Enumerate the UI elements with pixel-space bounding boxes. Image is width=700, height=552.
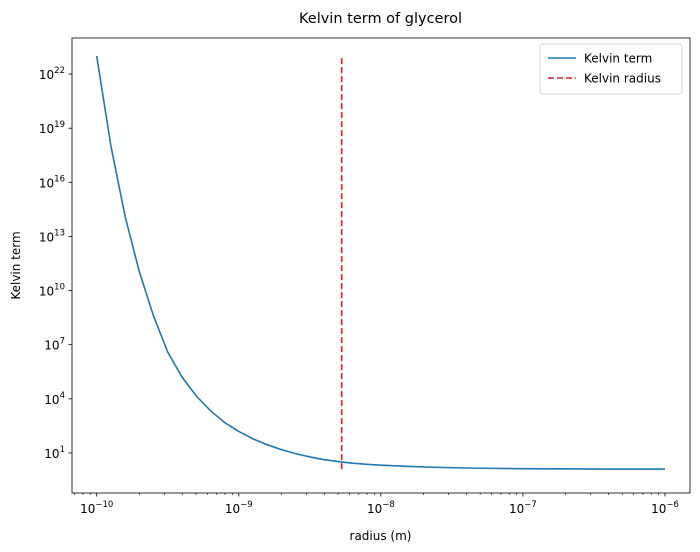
legend-box [539, 43, 683, 95]
y-tick-label: 1016 [39, 174, 65, 190]
plot-area: 10−10 10−9 10−8 10−7 10−61011041071010101310… [39, 37, 691, 516]
legend: Kelvin term Kelvin radius [539, 43, 683, 95]
x-tick-exponent: −10 [95, 500, 113, 510]
x-tick-base: 10 [225, 502, 240, 516]
y-tick-base: 10 [39, 285, 54, 299]
y-tick-base: 10 [44, 447, 59, 461]
y-tick-exponent: 13 [54, 228, 65, 238]
y-tick-base: 10 [44, 393, 59, 407]
y-tick-exponent: 10 [54, 283, 65, 293]
y-tick-base: 10 [44, 339, 59, 353]
x-tick-base: 10 [367, 502, 382, 516]
y-tick-label: 107 [44, 337, 65, 353]
y-tick-label: 101 [44, 445, 65, 461]
x-tick-exponent: −8 [382, 500, 395, 510]
y-tick-label: 104 [44, 391, 65, 407]
y-tick-exponent: 4 [60, 391, 65, 401]
y-tick-exponent: 1 [60, 445, 65, 455]
x-tick-base: 10 [80, 502, 95, 516]
series-line-0 [95, 55, 665, 470]
y-tick-label: 1022 [39, 66, 65, 82]
x-tick-label: 10−7 [509, 500, 537, 516]
y-tick-label: 1019 [39, 120, 65, 136]
y-tick-base: 10 [39, 68, 54, 82]
x-tick-base: 10 [509, 502, 524, 516]
x-tick-label: 10−6 [651, 500, 679, 516]
x-tick-exponent: −6 [666, 500, 679, 510]
y-tick-label: 1013 [39, 228, 65, 244]
x-tick-label: 10−10 [80, 500, 113, 516]
x-tick-base: 10 [651, 502, 666, 516]
y-tick-exponent: 19 [54, 120, 65, 130]
y-tick-label: 1010 [39, 283, 65, 299]
y-tick-exponent: 16 [54, 174, 65, 184]
x-tick-label: 10−9 [225, 500, 253, 516]
x-tick-exponent: −7 [524, 500, 537, 510]
series-group [95, 55, 665, 470]
y-tick-exponent: 7 [60, 337, 65, 347]
y-tick-exponent: 22 [54, 66, 65, 76]
y-tick-base: 10 [39, 122, 54, 136]
x-tick-exponent: −9 [240, 500, 253, 510]
x-tick-label: 10−8 [367, 500, 395, 516]
chart-title: Kelvin term of glycerol [299, 11, 462, 27]
x-axis-label: radius (m) [350, 529, 412, 543]
y-tick-base: 10 [39, 176, 54, 190]
legend-label-1: Kelvin radius [584, 72, 661, 86]
legend-label-0: Kelvin term [584, 52, 652, 66]
y-axis-label: Kelvin term [9, 231, 23, 299]
y-tick-base: 10 [39, 230, 54, 244]
